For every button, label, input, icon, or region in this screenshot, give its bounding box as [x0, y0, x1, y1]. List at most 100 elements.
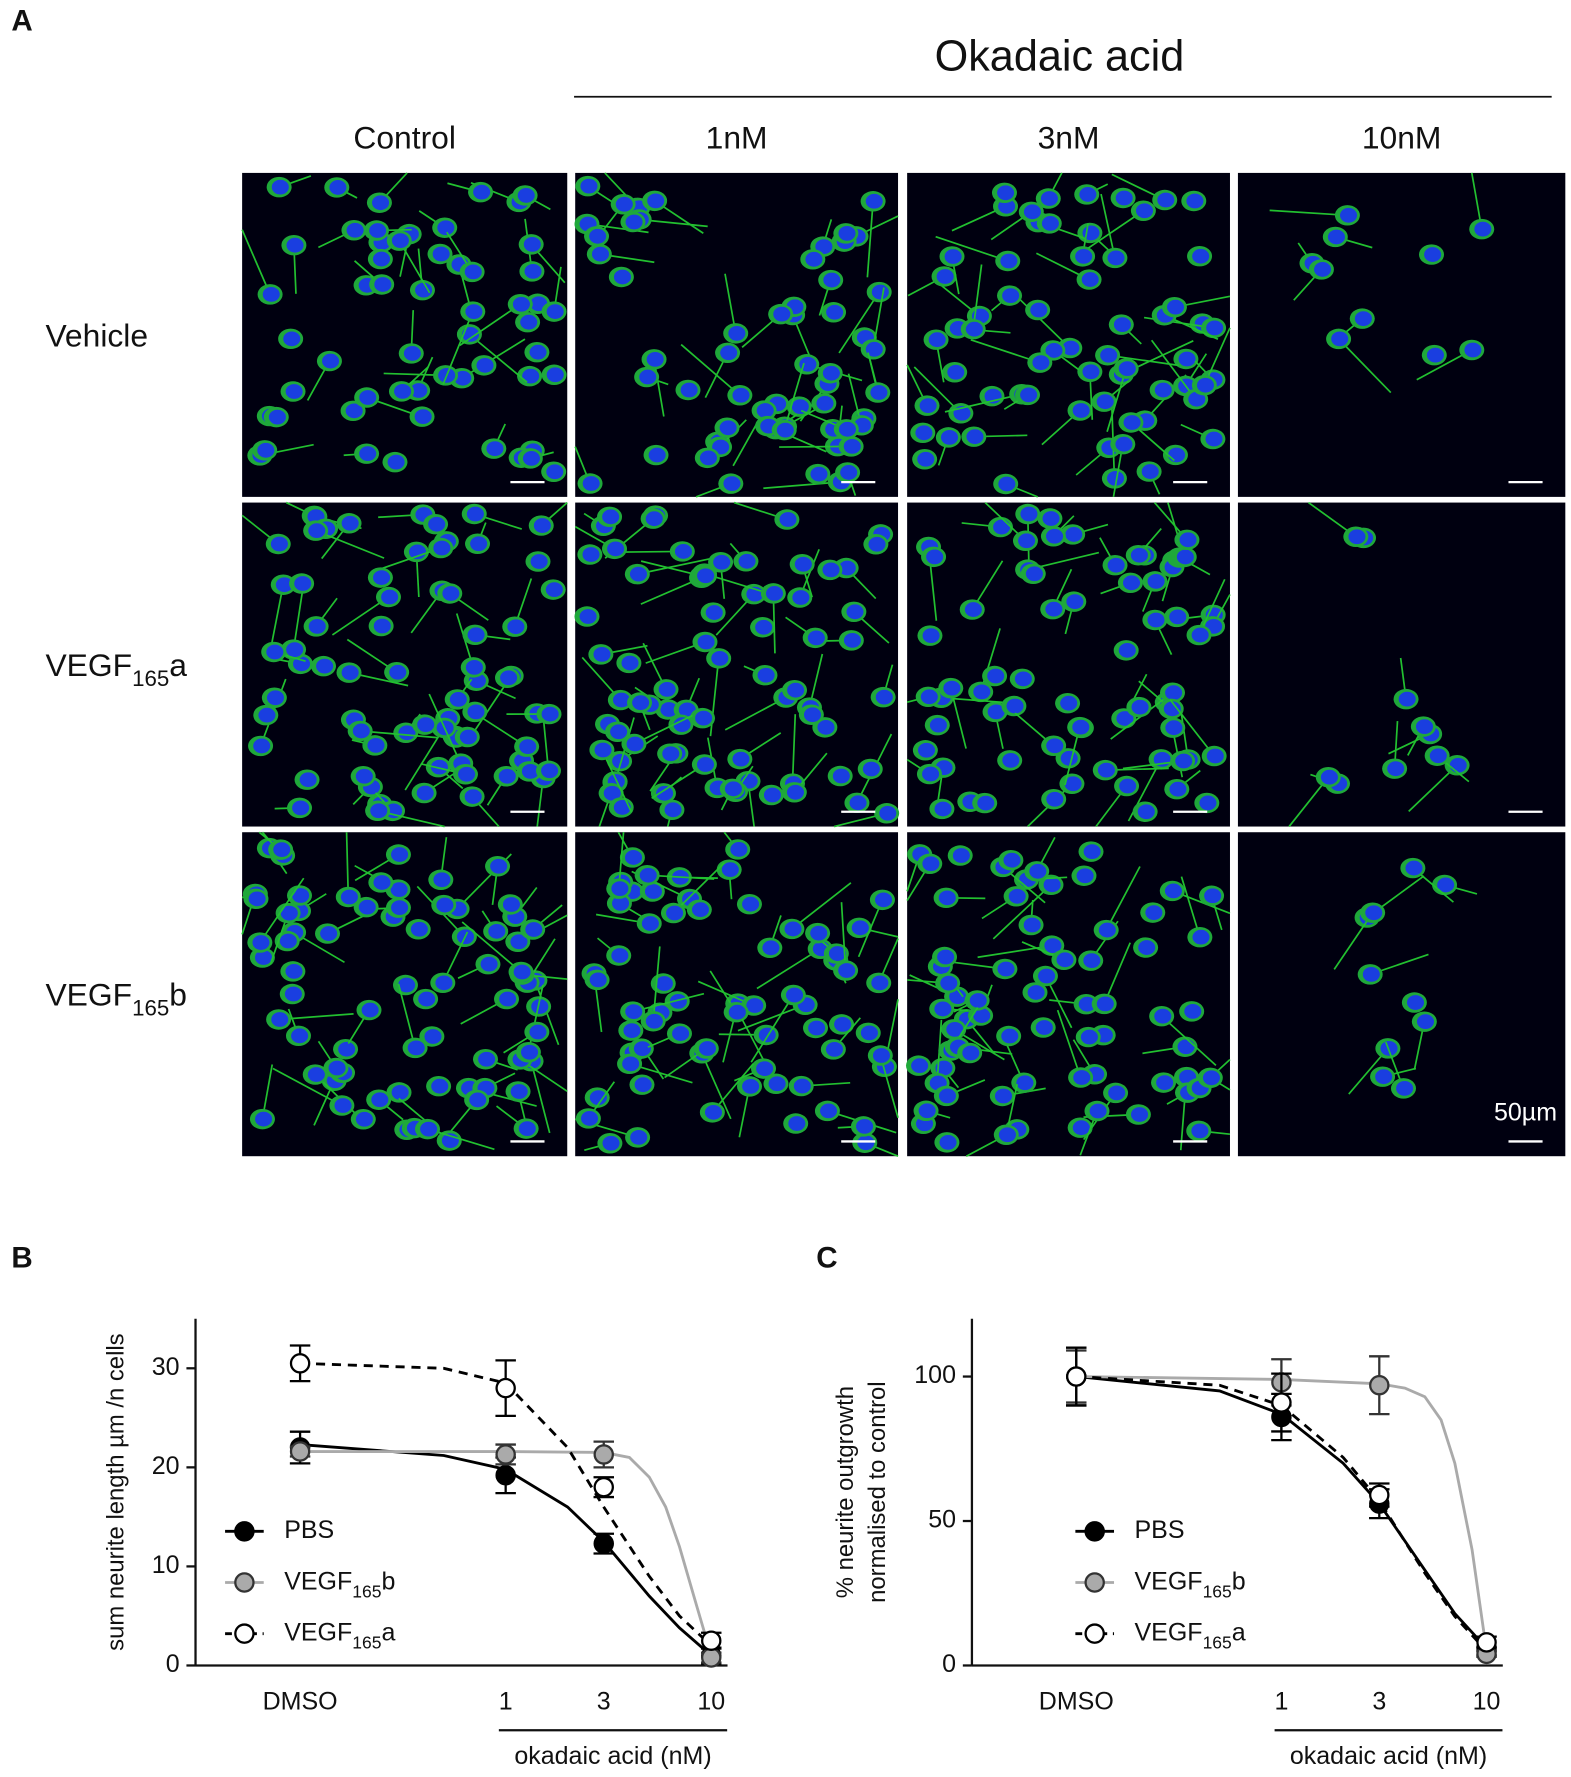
nucleus: [762, 940, 780, 956]
nucleus: [480, 956, 498, 972]
neurite: [468, 333, 528, 383]
nucleus: [1002, 752, 1020, 768]
nucleus: [870, 385, 888, 400]
y-tick-label: 30: [152, 1353, 180, 1381]
nucleus: [929, 717, 947, 733]
nucleus: [1020, 387, 1038, 403]
nucleus: [1119, 778, 1137, 794]
neurite: [1180, 876, 1201, 938]
nucleus: [648, 447, 666, 463]
nucleus: [541, 763, 559, 779]
nucleus: [612, 692, 631, 708]
nucleus: [432, 246, 450, 262]
nucleus: [253, 738, 271, 754]
nucleus: [949, 989, 967, 1005]
nucleus: [546, 367, 564, 383]
nucleus: [738, 553, 756, 569]
nucleus: [840, 465, 858, 480]
nucleus: [785, 987, 804, 1003]
nucleus: [680, 382, 698, 398]
nucleus: [879, 805, 897, 821]
nucleus: [792, 590, 810, 605]
nucleus: [917, 742, 936, 758]
nucleus: [1137, 804, 1155, 820]
nucleus: [498, 768, 516, 784]
data-point: [701, 1630, 722, 1651]
nucleus: [810, 466, 828, 482]
nucleus: [602, 509, 620, 525]
nucleus: [374, 277, 392, 292]
nucleus: [1426, 347, 1444, 363]
nucleus: [1014, 671, 1032, 687]
nucleus: [1192, 929, 1210, 945]
micrograph: [574, 501, 900, 828]
nucleus: [647, 193, 665, 209]
panel-letter: B: [11, 1241, 32, 1274]
nucleus: [270, 536, 288, 552]
micrograph: [241, 172, 568, 497]
nucleus: [719, 420, 737, 436]
nucleus: [622, 1056, 640, 1072]
nucleus: [1169, 609, 1187, 625]
nucleus: [1191, 627, 1209, 643]
nucleus: [645, 511, 663, 527]
nucleus: [1002, 288, 1020, 303]
nucleus: [943, 680, 961, 696]
nucleus: [773, 306, 791, 322]
nucleus: [940, 430, 959, 445]
nucleus: [435, 975, 453, 991]
nucleus: [632, 695, 650, 711]
nucleus: [370, 803, 388, 819]
nucleus: [843, 632, 861, 648]
nucleus: [857, 1135, 875, 1151]
nucleus: [625, 1004, 643, 1020]
nucleus: [1064, 776, 1082, 792]
nucleus: [1204, 888, 1222, 904]
neurite: [701, 1052, 732, 1120]
neurite: [1105, 866, 1141, 931]
x-tick-label: 3: [1372, 1688, 1386, 1716]
nucleus: [922, 628, 940, 644]
nucleus: [838, 963, 856, 978]
nucleus: [1449, 757, 1467, 773]
neurite: [259, 877, 305, 944]
nucleus: [252, 935, 270, 950]
neurite: [1103, 942, 1131, 1005]
nucleus: [1184, 1003, 1202, 1019]
nucleus: [997, 961, 1015, 977]
data-point: [593, 1444, 614, 1465]
micrograph: [241, 501, 568, 828]
nucleus: [473, 184, 491, 200]
nucleus: [442, 586, 460, 601]
nucleus: [1464, 342, 1482, 358]
nucleus: [962, 1045, 980, 1061]
nucleus: [1035, 1020, 1053, 1035]
nucleus: [591, 246, 610, 262]
nucleus: [1192, 248, 1210, 264]
neurite: [1100, 193, 1116, 259]
data-point: [1271, 1392, 1292, 1413]
micrograph: [574, 831, 899, 1157]
neurite: [397, 983, 416, 1049]
nucleus: [476, 357, 494, 373]
nucleus: [633, 1041, 651, 1056]
nucleus: [293, 656, 311, 672]
nucleus: [1113, 317, 1131, 333]
nucleus: [582, 476, 600, 491]
nucleus: [646, 351, 664, 367]
nucleus: [822, 365, 840, 381]
nucleus: [385, 803, 403, 819]
nucleus: [1405, 860, 1423, 876]
x-tick-label: DMSO: [1039, 1688, 1114, 1716]
nucleus: [1003, 852, 1021, 868]
nucleus: [459, 729, 477, 745]
nucleus: [1076, 868, 1094, 884]
nucleus: [856, 1119, 874, 1134]
nucleus: [938, 1088, 957, 1104]
nucleus: [373, 570, 391, 585]
nucleus: [1079, 187, 1097, 202]
nucleus: [915, 425, 933, 441]
nucleus: [465, 304, 483, 320]
nucleus: [634, 1077, 652, 1093]
nucleus: [373, 875, 391, 890]
